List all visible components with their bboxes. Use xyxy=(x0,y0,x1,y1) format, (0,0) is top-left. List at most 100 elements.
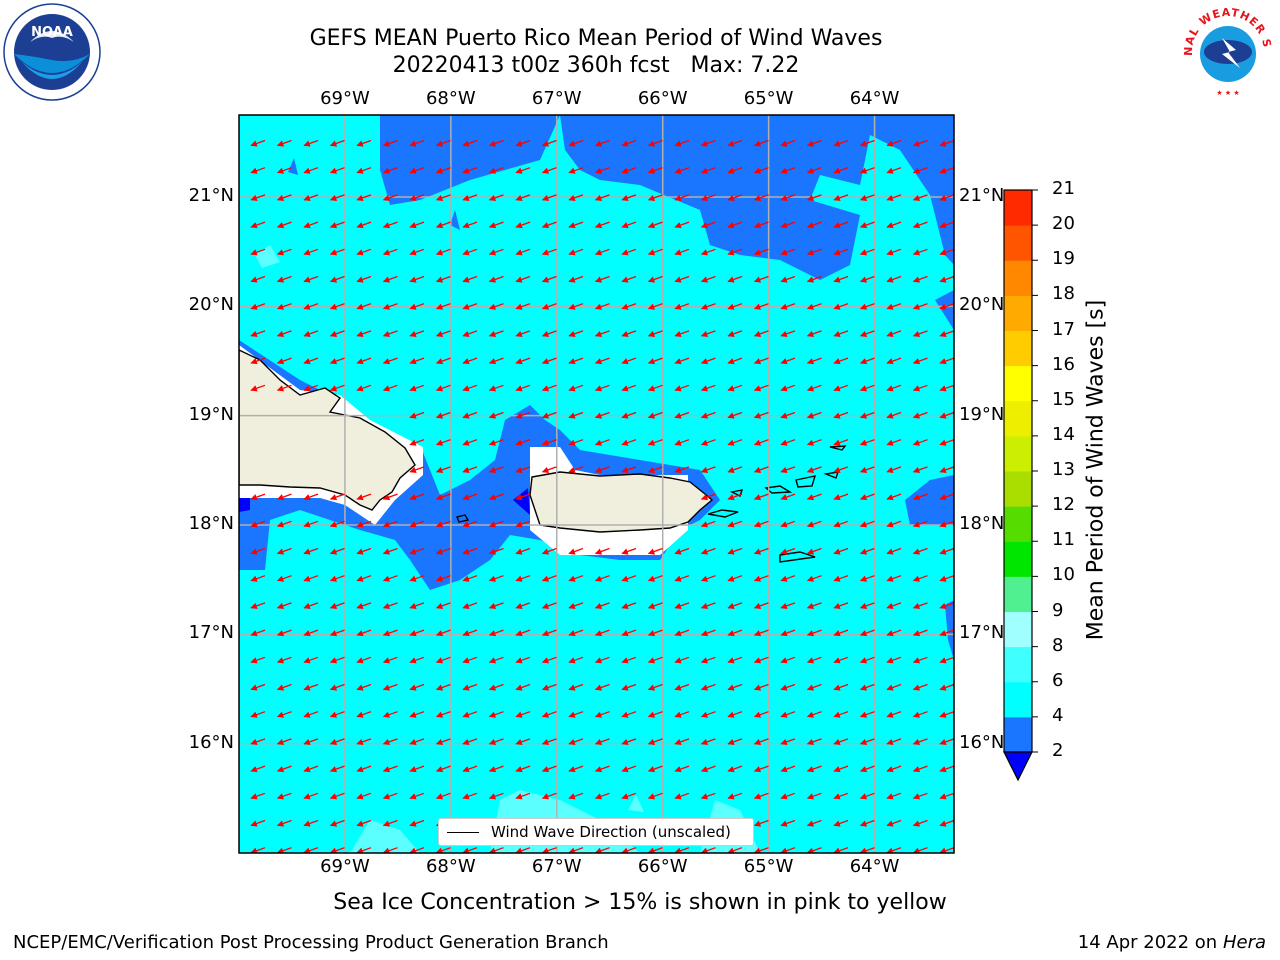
wave-direction-arrow xyxy=(727,629,743,637)
wave-direction-arrow xyxy=(753,765,769,773)
wave-direction-arrow xyxy=(647,439,663,446)
wave-direction-arrow xyxy=(541,275,557,283)
wave-direction-arrow xyxy=(700,683,716,691)
wave-direction-arrow xyxy=(727,711,743,718)
wave-direction-arrow xyxy=(912,575,928,582)
wave-direction-arrow xyxy=(409,547,425,555)
wave-direction-arrow xyxy=(806,575,822,582)
lon-label-top: 64°W xyxy=(849,88,900,109)
wave-direction-arrow xyxy=(780,765,796,773)
wave-direction-arrow xyxy=(594,683,610,691)
wave-direction-arrow xyxy=(409,493,425,501)
colorbar-tick-label: 17 xyxy=(1052,318,1075,340)
chart-subtitle-run: 20220413 t00z 360h fcst Max: 7.22 xyxy=(392,53,800,78)
wave-direction-arrow xyxy=(276,547,292,555)
wave-direction-arrow xyxy=(435,330,451,337)
wave-direction-arrow xyxy=(250,547,266,555)
wave-direction-arrow xyxy=(382,194,398,201)
wave-direction-arrow xyxy=(780,683,796,691)
wave-direction-arrow xyxy=(382,847,398,853)
wave-direction-arrow xyxy=(435,275,451,283)
wave-direction-arrow xyxy=(753,167,769,174)
wave-direction-arrow xyxy=(462,139,478,147)
wave-direction-arrow xyxy=(886,792,902,800)
wave-direction-arrow xyxy=(541,357,557,365)
colorbar-segment xyxy=(1004,506,1032,542)
wave-direction-arrow xyxy=(647,330,663,337)
wave-direction-arrow xyxy=(541,656,557,664)
wave-direction-arrow xyxy=(541,466,557,473)
wave-direction-arrow xyxy=(568,384,584,392)
map-legend: Wind Wave Direction (unscaled) xyxy=(438,818,754,846)
wind-wave-vectors xyxy=(250,139,954,853)
wave-direction-arrow xyxy=(568,221,584,229)
wave-direction-arrow xyxy=(833,493,849,501)
wave-direction-arrow xyxy=(515,520,531,528)
wave-direction-arrow xyxy=(515,547,531,555)
wave-direction-arrow xyxy=(833,384,849,392)
wave-direction-arrow xyxy=(806,493,822,501)
wave-direction-arrow xyxy=(382,248,398,256)
wave-direction-arrow xyxy=(435,629,451,637)
wave-direction-arrow xyxy=(674,547,690,555)
colorbar xyxy=(1003,189,1038,782)
wave-direction-arrow xyxy=(409,221,425,229)
wave-direction-arrow xyxy=(515,656,531,664)
wave-direction-arrow xyxy=(356,629,372,637)
wave-direction-arrow xyxy=(806,248,822,256)
wave-direction-arrow xyxy=(435,167,451,174)
wave-direction-arrow xyxy=(356,275,372,283)
wave-direction-arrow xyxy=(462,547,478,555)
wave-direction-arrow xyxy=(515,792,531,800)
wave-direction-arrow xyxy=(886,439,902,446)
wave-direction-arrow xyxy=(727,847,743,853)
wave-direction-arrow xyxy=(647,683,663,691)
wave-direction-arrow xyxy=(462,303,478,310)
wave-direction-arrow xyxy=(753,683,769,691)
wave-direction-arrow xyxy=(541,711,557,718)
wave-direction-arrow xyxy=(700,357,716,365)
wave-direction-arrow xyxy=(753,493,769,501)
wave-direction-arrow xyxy=(541,167,557,174)
wave-direction-arrow xyxy=(382,520,398,528)
wave-direction-arrow xyxy=(780,139,796,147)
wave-direction-arrow xyxy=(674,330,690,337)
wave-direction-arrow xyxy=(621,765,637,773)
wave-direction-arrow xyxy=(515,738,531,745)
wave-direction-arrow xyxy=(939,819,954,827)
wave-direction-arrow xyxy=(462,330,478,337)
wave-direction-arrow xyxy=(647,656,663,664)
wave-direction-arrow xyxy=(303,493,319,501)
wave-direction-arrow xyxy=(939,357,954,365)
wave-direction-arrow xyxy=(568,303,584,310)
colorbar-segment xyxy=(1004,541,1032,577)
wave-direction-arrow xyxy=(382,330,398,337)
wave-direction-arrow xyxy=(647,167,663,174)
wave-direction-arrow xyxy=(356,547,372,555)
wave-direction-arrow xyxy=(594,411,610,419)
colorbar-tick-label: 21 xyxy=(1052,178,1075,199)
wave-direction-arrow xyxy=(674,656,690,664)
wave-direction-arrow xyxy=(435,711,451,718)
wave-direction-arrow xyxy=(647,847,663,853)
wave-direction-arrow xyxy=(250,167,266,174)
wave-direction-arrow xyxy=(912,656,928,664)
wave-direction-arrow xyxy=(329,330,345,337)
wave-direction-arrow xyxy=(488,520,504,528)
wave-direction-arrow xyxy=(727,330,743,337)
wave-direction-arrow xyxy=(435,248,451,256)
wave-direction-arrow xyxy=(780,738,796,745)
wave-direction-arrow xyxy=(753,303,769,310)
wave-direction-arrow xyxy=(859,765,875,773)
wave-direction-arrow xyxy=(833,466,849,473)
wave-direction-arrow xyxy=(780,602,796,609)
wave-direction-arrow xyxy=(462,384,478,392)
wave-direction-arrow xyxy=(621,167,637,174)
wave-direction-arrow xyxy=(859,248,875,256)
wave-direction-arrow xyxy=(329,384,345,392)
wave-direction-arrow xyxy=(647,303,663,310)
wave-direction-arrow xyxy=(462,194,478,201)
wave-direction-arrow xyxy=(727,275,743,283)
wave-direction-arrow xyxy=(329,493,345,501)
wave-direction-arrow xyxy=(859,656,875,664)
